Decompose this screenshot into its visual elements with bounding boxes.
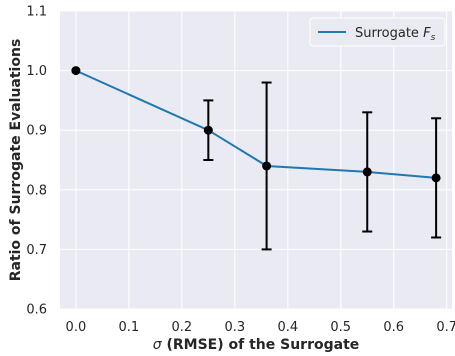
- x-axis-label-symbol: σ: [153, 337, 163, 353]
- x-tick-label: 0.7: [436, 320, 455, 335]
- data-point: [262, 161, 272, 171]
- data-point: [203, 125, 213, 135]
- grid: [60, 10, 452, 310]
- data-point: [431, 173, 441, 183]
- y-tick-label: 0.9: [26, 124, 47, 139]
- x-tick-labels: 0.0 0.1 0.2 0.3 0.4 0.5 0.6 0.7: [66, 320, 455, 335]
- legend-label-symbol: F: [423, 26, 431, 41]
- x-axis-label-text: (RMSE) of the Surrogate: [162, 337, 360, 353]
- x-tick-label: 0.0: [66, 320, 87, 335]
- data-point: [71, 66, 81, 76]
- y-tick-labels: 0.6 0.7 0.8 0.9 1.0 1.1: [26, 5, 47, 318]
- y-axis-label: Ratio of Surrogate Evaluations: [8, 39, 24, 282]
- y-tick-label: 1.0: [26, 64, 47, 79]
- y-tick-label: 1.1: [26, 5, 47, 20]
- legend-label: Surrogate Fs: [355, 26, 436, 43]
- y-tick-label: 0.8: [26, 183, 47, 198]
- x-tick-label: 0.1: [119, 320, 140, 335]
- y-tick-label: 0.7: [26, 243, 47, 258]
- data-point: [362, 167, 372, 177]
- x-tick-label: 0.3: [224, 320, 245, 335]
- series-group: [71, 66, 442, 251]
- legend-label-text: Surrogate: [355, 26, 419, 41]
- x-tick-label: 0.4: [277, 320, 298, 335]
- x-axis-label: σ (RMSE) of the Surrogate: [153, 337, 360, 353]
- y-tick-label: 0.6: [26, 303, 47, 318]
- x-tick-label: 0.2: [171, 320, 192, 335]
- legend-label-subscript: s: [431, 33, 436, 43]
- x-tick-label: 0.5: [330, 320, 351, 335]
- legend-box: [309, 17, 446, 47]
- legend: Surrogate Fs: [309, 17, 446, 47]
- x-tick-label: 0.6: [383, 320, 404, 335]
